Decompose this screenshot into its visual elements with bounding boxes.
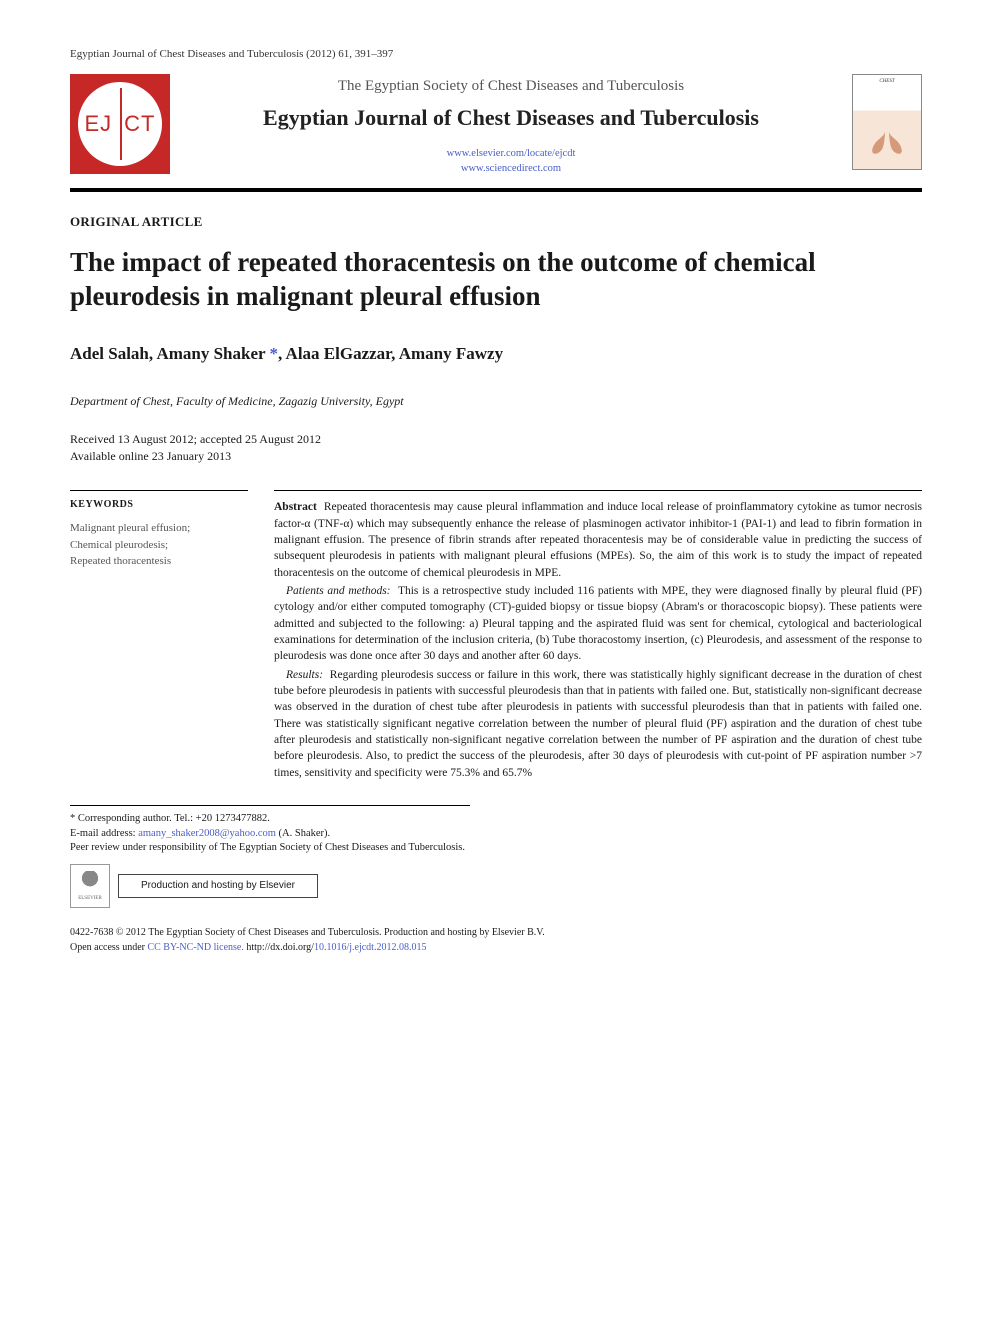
- journal-link-1[interactable]: www.elsevier.com/locate/ejcdt: [188, 147, 834, 162]
- corresponding-mark[interactable]: *: [269, 344, 278, 363]
- abstract-block: Abstract Repeated thoracentesis may caus…: [274, 490, 922, 783]
- keywords-heading: KEYWORDS: [70, 499, 248, 510]
- society-name: The Egyptian Society of Chest Diseases a…: [188, 78, 834, 95]
- hosting-label: Production and hosting by Elsevier: [118, 874, 318, 898]
- received-accepted: Received 13 August 2012; accepted 25 Aug…: [70, 431, 922, 448]
- journal-link-2[interactable]: www.sciencedirect.com: [188, 162, 834, 177]
- abstract-intro: Repeated thoracentesis may cause pleural…: [274, 501, 922, 578]
- cover-thumbnail: CHEST: [852, 74, 922, 170]
- authors-post: , Alaa ElGazzar, Amany Fawzy: [278, 344, 503, 363]
- tree-icon: [79, 871, 101, 895]
- hosting-box: ELSEVIER Production and hosting by Elsev…: [70, 864, 470, 908]
- elsevier-name: ELSEVIER: [78, 895, 102, 902]
- running-head: Egyptian Journal of Chest Diseases and T…: [70, 48, 922, 60]
- corresponding-note: * Corresponding author. Tel.: +20 127347…: [70, 812, 470, 827]
- footnotes: * Corresponding author. Tel.: +20 127347…: [70, 805, 470, 908]
- logo-left: EJ: [84, 111, 118, 137]
- journal-name: Egyptian Journal of Chest Diseases and T…: [188, 105, 834, 131]
- authors-pre: Adel Salah, Amany Shaker: [70, 344, 269, 363]
- keywords-abstract-row: KEYWORDS Malignant pleural effusion; Che…: [70, 490, 922, 783]
- abstract-results: Regarding pleurodesis success or failure…: [274, 669, 922, 779]
- issn-copyright: 0422-7638 © 2012 The Egyptian Society of…: [70, 926, 922, 941]
- license-pre: Open access under: [70, 942, 147, 953]
- keywords-list: Malignant pleural effusion; Chemical ple…: [70, 520, 248, 570]
- journal-links: www.elsevier.com/locate/ejcdt www.scienc…: [188, 147, 834, 176]
- article-dates: Received 13 August 2012; accepted 25 Aug…: [70, 431, 922, 465]
- masthead: EJ CT The Egyptian Society of Chest Dise…: [70, 74, 922, 192]
- masthead-center: The Egyptian Society of Chest Diseases a…: [188, 74, 834, 176]
- peer-review-note: Peer review under responsibility of The …: [70, 841, 470, 856]
- elsevier-logo: ELSEVIER: [70, 864, 110, 908]
- author-list: Adel Salah, Amany Shaker *, Alaa ElGazza…: [70, 344, 922, 364]
- article-title: The impact of repeated thoracentesis on …: [70, 246, 922, 314]
- email-line: E-mail address: amany_shaker2008@yahoo.c…: [70, 827, 470, 842]
- available-online: Available online 23 January 2013: [70, 448, 922, 465]
- doi-link[interactable]: 10.1016/j.ejcdt.2012.08.015: [314, 942, 427, 953]
- keywords-block: KEYWORDS Malignant pleural effusion; Che…: [70, 490, 248, 783]
- doi-pre: http://dx.doi.org/: [244, 942, 314, 953]
- email-link[interactable]: amany_shaker2008@yahoo.com: [138, 828, 276, 839]
- copyright-block: 0422-7638 © 2012 The Egyptian Society of…: [70, 926, 922, 955]
- section-patients-methods: Patients and methods:: [286, 585, 391, 597]
- cover-title: CHEST: [857, 79, 917, 85]
- email-who: (A. Shaker).: [276, 828, 330, 839]
- lungs-icon: [867, 119, 907, 155]
- affiliation: Department of Chest, Faculty of Medicine…: [70, 394, 922, 409]
- journal-logo: EJ CT: [70, 74, 170, 174]
- logo-right: CT: [118, 111, 155, 137]
- section-results: Results:: [286, 669, 323, 681]
- email-label: E-mail address:: [70, 828, 138, 839]
- license-link[interactable]: CC BY-NC-ND license.: [147, 942, 243, 953]
- abstract-label: Abstract: [274, 501, 317, 513]
- article-type: ORIGINAL ARTICLE: [70, 214, 922, 230]
